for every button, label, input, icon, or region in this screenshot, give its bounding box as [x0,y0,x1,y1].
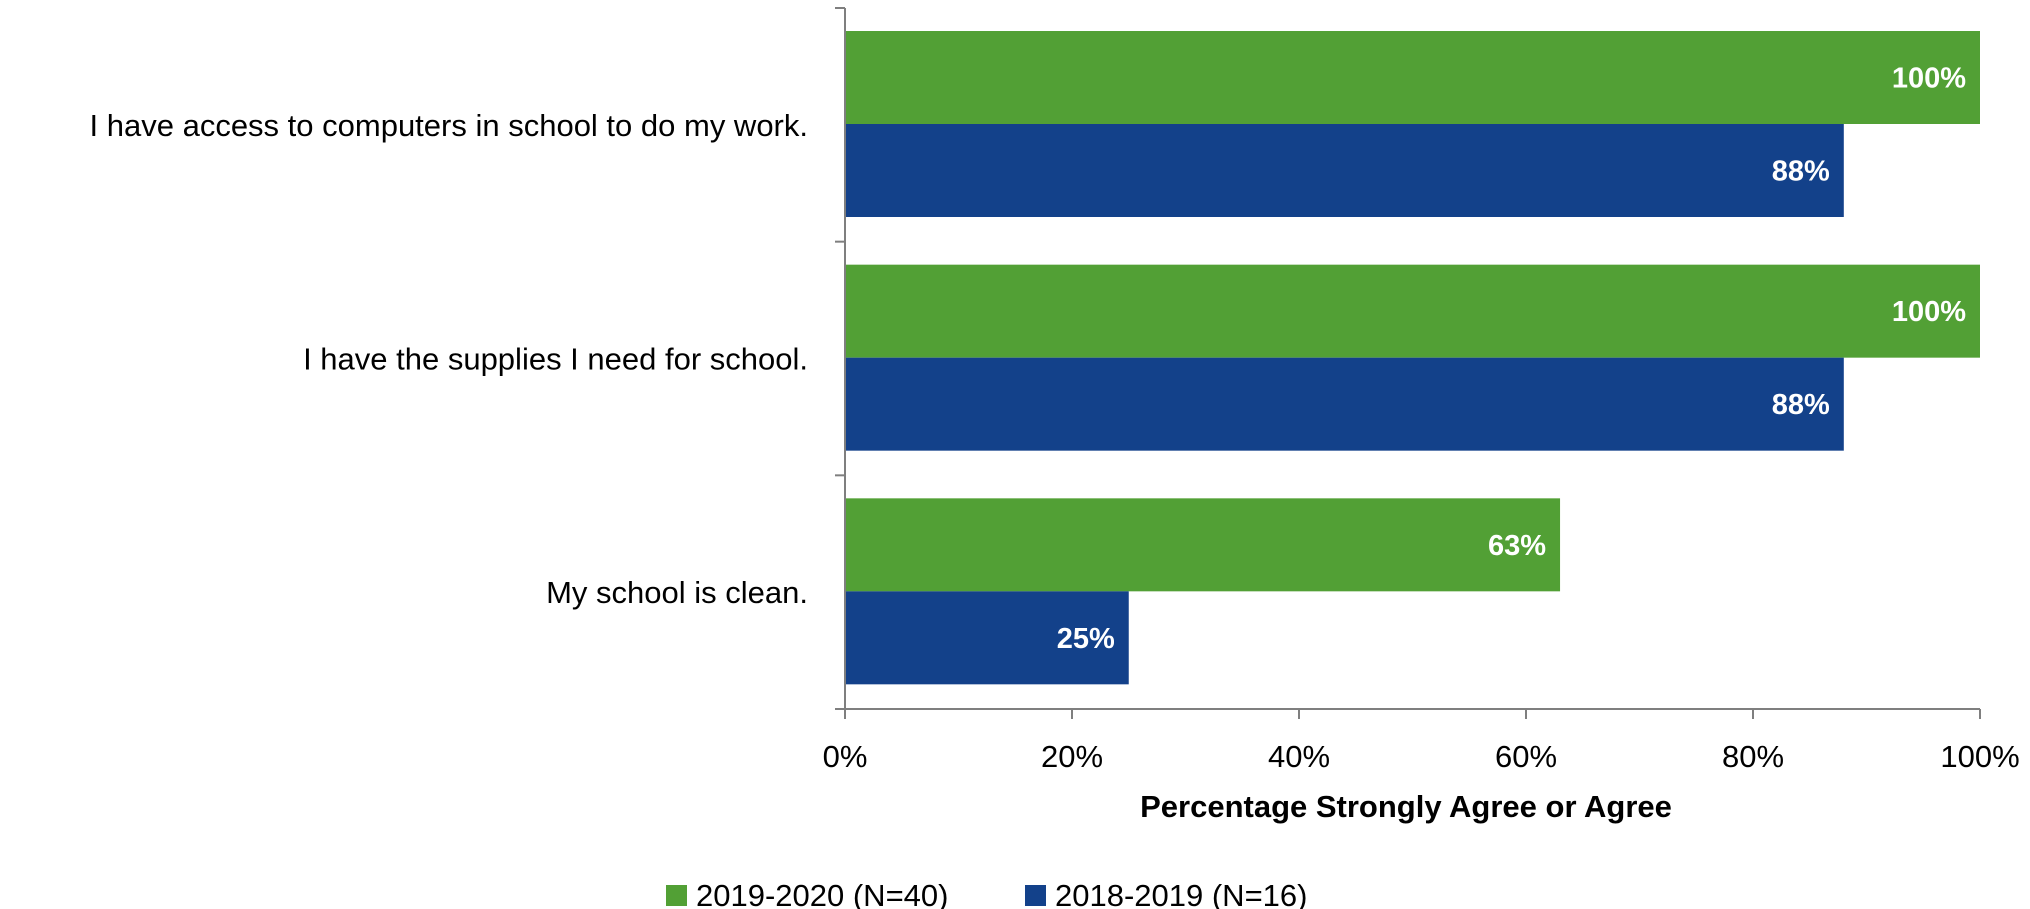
x-tick-label-2: 20% [1041,739,1103,774]
data-label-series1-cat1: 100% [1892,63,1966,95]
bars-group [845,31,1980,685]
legend-label-2: 2018-2019 (N=16) [1055,878,1307,909]
legend-swatch-2 [1025,885,1046,906]
x-tick-label-1: 0% [823,739,868,774]
legend-swatch-1 [666,885,687,906]
axes-group [835,7,1981,719]
x-tick-label-6: 100% [1940,739,2019,774]
x-tick-label-4: 60% [1495,739,1557,774]
data-labels-group: 100% 88% 100% 88% 63% 25% [1057,63,1967,655]
legend: 2019-2020 (N=40) 2018-2019 (N=16) [666,878,1307,909]
x-axis-title: Percentage Strongly Agree or Agree [1140,789,1672,824]
category-labels-group: I have access to computers in school to … [90,108,808,610]
data-label-series2-cat2: 88% [1772,389,1830,421]
data-label-series1-cat2: 100% [1892,296,1966,328]
data-label-series1-cat3: 63% [1488,530,1546,562]
tick-labels-group: 0% 20% 40% 60% 80% 100% [823,739,2020,774]
bar-series2-cat3 [845,591,1129,685]
x-tick-label-3: 40% [1268,739,1330,774]
bar-series2-cat1 [845,124,1844,217]
bar-series1-cat2 [845,264,1980,358]
bar-series1-cat1 [845,31,1980,124]
x-tick-label-5: 80% [1722,739,1784,774]
bar-series2-cat2 [845,357,1844,451]
legend-label-1: 2019-2020 (N=40) [696,878,948,909]
data-label-series2-cat1: 88% [1772,156,1830,188]
bar-series1-cat3 [845,498,1561,592]
data-label-series2-cat3: 25% [1057,623,1115,655]
category-label-2: I have the supplies I need for school. [303,342,808,377]
category-label-1: I have access to computers in school to … [90,108,808,143]
category-label-3: My school is clean. [546,575,808,610]
